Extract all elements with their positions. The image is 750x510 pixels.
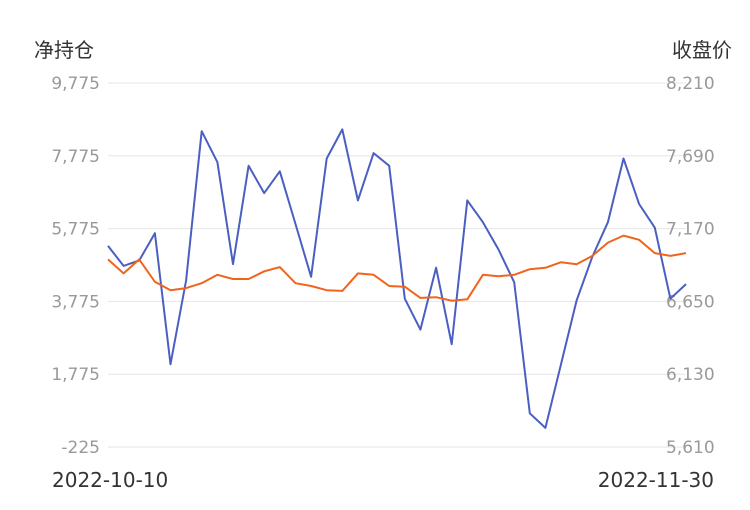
right-axis-title: 收盘价	[672, 38, 732, 62]
left-tick-label: 7,775	[51, 147, 100, 167]
left-tick-label: 3,775	[51, 292, 100, 312]
left-tick-label: -225	[61, 438, 100, 458]
right-tick-label: 6,650	[666, 292, 715, 312]
right-tick-label: 6,130	[666, 365, 715, 385]
left-tick-label: 9,775	[51, 74, 100, 94]
left-tick-label: 1,775	[51, 365, 100, 385]
left-axis-title: 净持仓	[34, 38, 94, 62]
x-axis-start-label: 2022-10-10	[52, 468, 169, 492]
right-tick-label: 5,610	[666, 438, 715, 458]
x-axis-end-label: 2022-11-30	[597, 468, 714, 492]
series-line-right-axis	[107, 234, 687, 302]
right-tick-label: 7,170	[666, 220, 715, 240]
right-tick-label: 7,690	[666, 147, 715, 167]
right-tick-label: 8,210	[666, 74, 715, 94]
series-line-left-axis	[107, 128, 687, 429]
left-tick-label: 5,775	[51, 220, 100, 240]
